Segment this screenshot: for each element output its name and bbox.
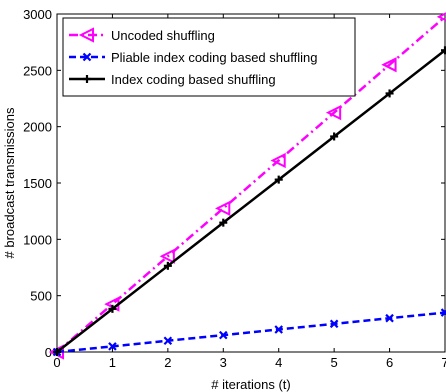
data-point <box>436 12 446 22</box>
x-marker-b <box>274 325 283 334</box>
triangle-marker <box>159 248 175 264</box>
legend: Uncoded shuffling Pliable index coding ba… <box>62 17 356 97</box>
legend-box <box>62 17 356 97</box>
data-point <box>330 132 339 141</box>
data-point <box>329 319 339 329</box>
data-point <box>163 336 173 346</box>
x-marker-b <box>329 319 339 329</box>
x-tick-label: 6 <box>386 355 393 370</box>
y-axis-label: # broadcast transmissions <box>2 107 17 259</box>
data-point <box>159 248 175 264</box>
y-tick-label: 1500 <box>23 176 52 191</box>
x-tick-label: 7 <box>441 355 446 370</box>
triangle-marker <box>78 27 94 43</box>
y-tick-label: 500 <box>30 289 52 304</box>
data-point <box>440 308 446 317</box>
y-tick-label: 2000 <box>23 120 52 135</box>
data-point <box>215 200 231 216</box>
x-tick-label: 4 <box>275 355 282 370</box>
series-line <box>56 311 446 354</box>
x-tick-label: 2 <box>164 355 171 370</box>
x-marker-b <box>219 330 228 340</box>
x-marker-b <box>440 310 446 317</box>
data-point <box>385 313 394 323</box>
x-tick-label: 5 <box>331 355 338 370</box>
triangle-marker <box>270 152 286 169</box>
triangle-marker <box>325 104 342 121</box>
data-point <box>219 330 228 340</box>
x-axis-label: # iterations (t) <box>211 377 290 392</box>
x-marker-b <box>108 342 117 351</box>
data-point <box>219 218 228 227</box>
data-point <box>325 104 342 121</box>
y-tick-label: 0 <box>45 345 52 360</box>
legend-label: Pliable index coding based shuffling <box>111 50 317 65</box>
data-point <box>53 348 61 356</box>
y-tick-label: 1000 <box>23 232 52 247</box>
x-marker-b <box>82 52 92 62</box>
triangle-marker <box>215 200 231 216</box>
x-marker-b <box>163 336 173 346</box>
axis-ticks: 0 1 2 3 4 5 6 7 0 500 1000 1500 2000 2500 3000 <box>23 7 446 370</box>
data-point <box>78 27 94 43</box>
x-marker-b <box>385 313 394 323</box>
data-point <box>82 52 92 62</box>
x-tick-label: 0 <box>53 355 60 370</box>
triangle-marker <box>381 57 397 73</box>
data-point <box>274 325 283 334</box>
legend-entry: Pliable index coding based shuffling <box>69 50 317 65</box>
data-point <box>83 75 91 83</box>
legend-entry: Uncoded shuffling <box>69 27 215 43</box>
series-2 <box>53 46 446 356</box>
x-tick-label: 3 <box>220 355 227 370</box>
legend-label: Uncoded shuffling <box>111 28 215 43</box>
legend-label: Index coding based shuffling <box>111 72 276 87</box>
data-point <box>163 261 172 270</box>
y-tick-label: 2500 <box>23 63 52 78</box>
x-tick-label: 1 <box>109 355 116 370</box>
triangle-marker <box>436 12 446 22</box>
data-point <box>381 57 397 73</box>
series-1 <box>52 308 446 357</box>
y-tick-label: 3000 <box>23 7 52 22</box>
data-point <box>108 342 117 351</box>
data-point <box>274 175 283 184</box>
legend-entry: Index coding based shuffling <box>69 72 276 87</box>
data-point <box>441 46 446 55</box>
series-group <box>48 12 446 360</box>
data-point <box>270 152 286 169</box>
data-point <box>108 304 117 313</box>
series-line <box>56 49 446 353</box>
data-point <box>385 89 394 98</box>
